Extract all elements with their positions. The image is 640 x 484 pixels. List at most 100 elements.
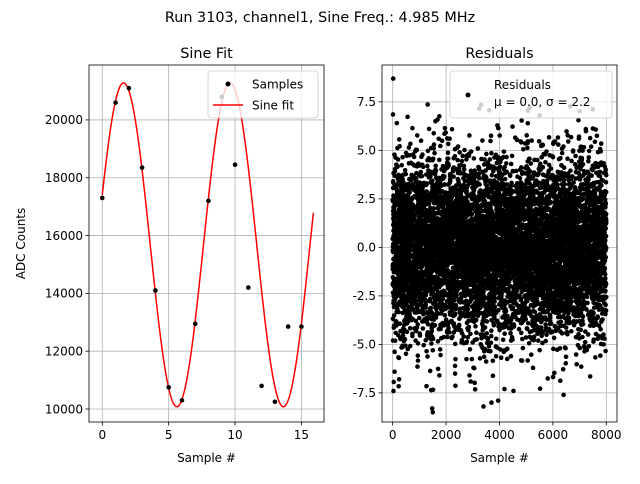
residual-point: [492, 323, 497, 328]
residual-point: [428, 297, 433, 302]
residual-point: [403, 172, 408, 177]
residual-point: [519, 165, 524, 170]
sine-fit-xtick-label: 0: [98, 428, 106, 442]
residual-point: [400, 155, 405, 160]
sine-fit-ytick-label: 14000: [45, 287, 83, 301]
residual-point: [484, 331, 489, 336]
residual-point: [419, 170, 424, 175]
residual-point: [415, 133, 420, 138]
residual-point: [421, 343, 426, 348]
sample-point: [206, 199, 211, 204]
sample-point: [153, 288, 158, 293]
residual-point: [429, 329, 434, 334]
residual-point: [504, 155, 509, 160]
residual-point: [514, 169, 519, 174]
residual-point: [485, 319, 490, 324]
residual-point: [509, 354, 514, 359]
legend-sine-fit-label: Sine fit: [252, 99, 294, 113]
residual-point: [395, 164, 400, 169]
residual-point: [416, 353, 421, 358]
residual-point: [432, 151, 437, 156]
residual-point: [447, 330, 452, 335]
residual-point: [446, 156, 451, 161]
residual-point: [397, 356, 402, 361]
figure-suptitle: Run 3103, channel1, Sine Freq.: 4.985 MH…: [165, 10, 475, 26]
residual-point: [391, 112, 396, 117]
residual-point: [438, 347, 443, 352]
residual-point: [417, 316, 422, 321]
sample-point: [100, 196, 105, 201]
residual-point: [462, 167, 467, 172]
legend-samples-label: Samples: [252, 78, 303, 92]
residual-point: [415, 148, 420, 153]
residual-point: [472, 381, 477, 386]
residual-point: [395, 121, 400, 126]
residual-point: [481, 289, 486, 294]
residual-point: [497, 133, 502, 138]
residual-point: [446, 326, 451, 331]
residual-point: [408, 344, 413, 349]
residual-point: [494, 336, 499, 341]
sine-fit-grid: [89, 65, 324, 422]
residual-point: [445, 335, 450, 340]
residual-point: [450, 127, 455, 132]
residual-point: [511, 389, 516, 394]
sine-fit-title: Sine Fit: [180, 46, 233, 62]
residual-point: [405, 115, 410, 120]
residual-point: [447, 136, 452, 141]
residual-point: [470, 357, 475, 362]
residual-point: [453, 311, 458, 316]
residual-point: [421, 326, 426, 331]
residual-point: [443, 313, 448, 318]
residual-point: [453, 357, 458, 362]
residual-point: [492, 299, 497, 304]
residual-point: [499, 355, 504, 360]
residual-point: [484, 359, 489, 364]
sample-point: [299, 324, 304, 329]
residual-point: [443, 130, 448, 135]
residual-point: [403, 337, 408, 342]
residual-point: [461, 334, 466, 339]
residual-point: [438, 353, 443, 358]
residual-point: [474, 318, 479, 323]
residual-point: [397, 144, 402, 149]
sine-fit-legend: Samples Sine fit: [208, 71, 318, 118]
residual-point: [467, 133, 472, 138]
residual-point: [431, 131, 436, 136]
residual-point: [440, 139, 445, 144]
residual-point: [468, 347, 473, 352]
residual-point: [491, 374, 496, 379]
residual-point: [504, 161, 509, 166]
residual-point: [428, 306, 433, 311]
residual-point: [473, 387, 478, 392]
residual-point: [408, 142, 413, 147]
residual-point: [502, 149, 507, 154]
sine-fit-ytick-label: 16000: [45, 229, 83, 243]
residual-point: [442, 174, 447, 179]
residual-point: [404, 352, 409, 357]
residual-point: [453, 383, 458, 388]
residual-point: [431, 206, 436, 211]
residual-point: [460, 154, 465, 159]
residual-point: [432, 142, 437, 147]
residual-point: [502, 387, 507, 392]
residual-point: [521, 147, 526, 152]
residual-point: [457, 323, 462, 328]
legend-samples-marker: [226, 82, 231, 87]
residual-point: [433, 164, 438, 169]
residual-point: [457, 150, 462, 155]
residual-point: [446, 163, 451, 168]
sample-point: [113, 100, 118, 105]
residual-point: [460, 159, 465, 164]
residual-point: [519, 118, 524, 123]
residual-point: [512, 324, 517, 329]
residual-point: [468, 332, 473, 337]
residual-point: [410, 126, 415, 131]
residual-point: [469, 149, 474, 154]
residual-point: [491, 359, 496, 364]
residual-point: [424, 349, 429, 354]
residual-point: [437, 373, 442, 378]
residual-point: [499, 291, 504, 296]
residual-point: [472, 366, 477, 371]
